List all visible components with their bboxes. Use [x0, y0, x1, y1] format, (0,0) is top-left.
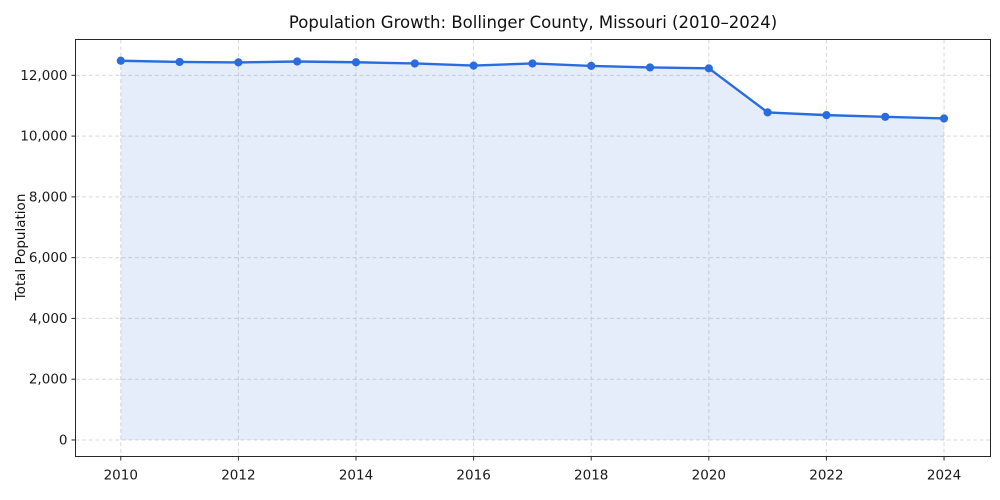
x-tick-label: 2010 — [104, 468, 138, 484]
data-point-2013 — [293, 57, 302, 66]
x-tick-label: 2024 — [927, 468, 961, 484]
data-point-2021 — [763, 108, 772, 117]
x-tick-label: 2016 — [456, 468, 490, 484]
x-tick-label: 2020 — [692, 468, 726, 484]
data-point-2022 — [822, 111, 831, 120]
x-tick-label: 2014 — [339, 468, 373, 484]
y-tick-label: 8,000 — [29, 189, 68, 205]
data-point-2010 — [116, 56, 125, 65]
data-point-2018 — [587, 61, 596, 71]
data-point-2020 — [704, 64, 713, 73]
data-point-2011 — [175, 57, 184, 67]
x-tick-label: 2012 — [221, 468, 255, 484]
y-tick-label: 6,000 — [29, 250, 68, 266]
y-tick-label: 0 — [59, 432, 68, 448]
series-area-fill — [120, 60, 945, 440]
y-tick-label: 2,000 — [29, 372, 68, 388]
y-tick-label: 12,000 — [20, 68, 67, 84]
y-tick-label: 10,000 — [20, 129, 67, 145]
x-tick-label: 2022 — [809, 468, 843, 484]
data-point-2019 — [645, 63, 655, 72]
chart-title: Population Growth: Bollinger County, Mis… — [288, 13, 778, 32]
data-point-2024 — [939, 114, 949, 123]
data-point-2023 — [881, 112, 890, 121]
x-tick-label: 2018 — [574, 468, 608, 484]
data-point-2015 — [410, 59, 419, 68]
plot-frame — [75, 39, 991, 457]
data-point-2014 — [351, 58, 361, 67]
data-point-2016 — [469, 61, 478, 70]
data-point-2017 — [528, 59, 537, 68]
y-tick-label: 4,000 — [29, 311, 68, 327]
data-point-2012 — [234, 58, 243, 67]
